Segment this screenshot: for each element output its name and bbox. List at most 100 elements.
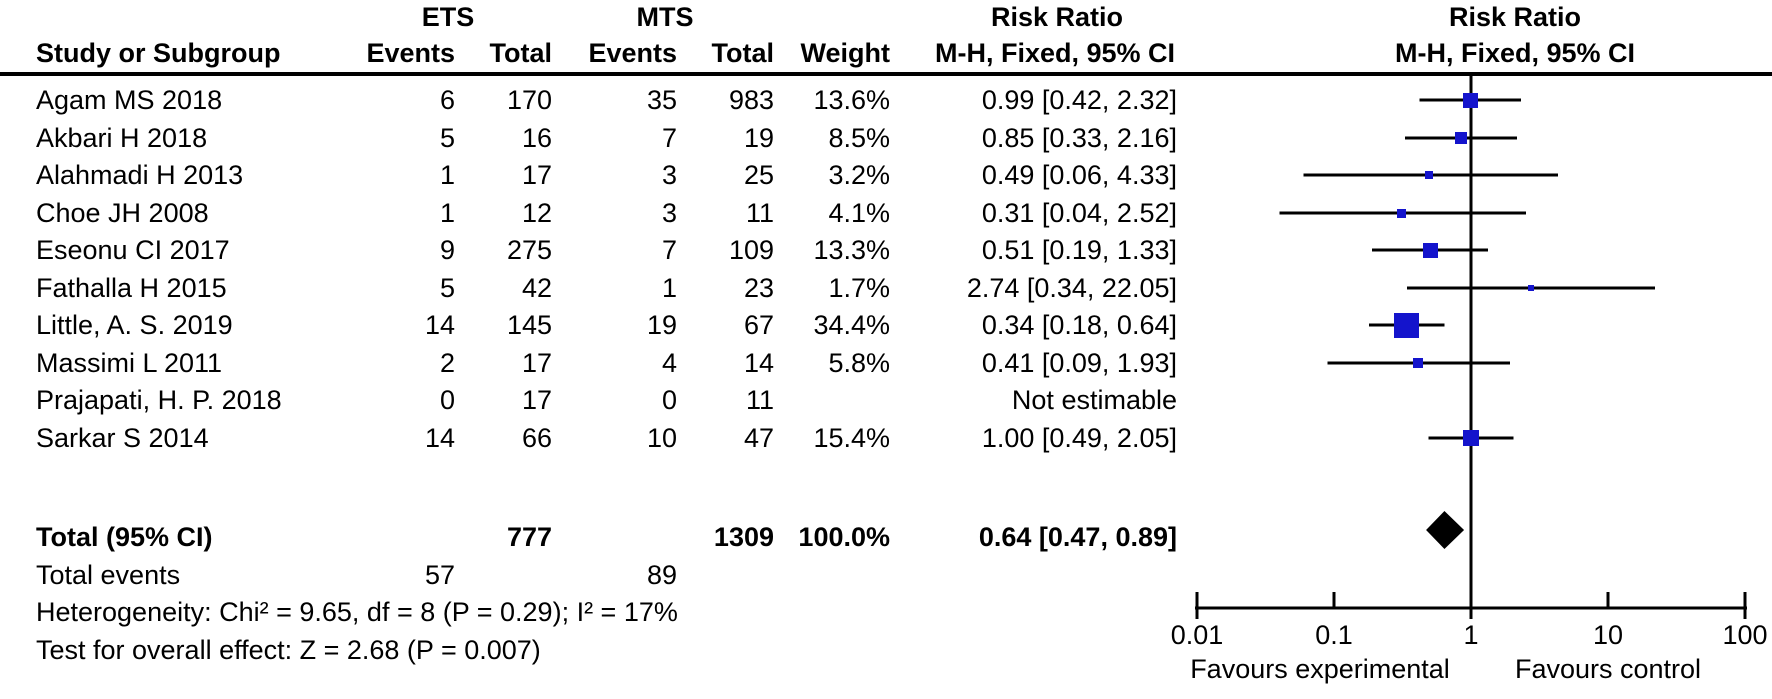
- overall-effect-text: Test for overall effect: Z = 2.68 (P = 0…: [36, 635, 541, 665]
- weight-value: 13.3%: [813, 235, 890, 265]
- effect-square: [1463, 430, 1479, 446]
- ets-events: 2: [439, 348, 455, 378]
- mts-total: 23: [743, 273, 774, 303]
- mts-events: 7: [661, 123, 677, 153]
- weight-value: 3.2%: [828, 160, 890, 190]
- ets-events: 1: [439, 198, 455, 228]
- effect-square: [1528, 285, 1534, 291]
- mts-total: 983: [728, 85, 774, 115]
- ets-events: 14: [424, 423, 455, 453]
- mts-events: 3: [661, 160, 677, 190]
- summary-diamond: [1426, 511, 1465, 549]
- study-name: Agam MS 2018: [36, 85, 223, 115]
- col-header-total1: Total: [489, 38, 553, 68]
- ets-total: 275: [506, 235, 552, 265]
- total-label: Total (95% CI): [36, 522, 213, 552]
- col-header-weight: Weight: [800, 38, 891, 68]
- axis-tick-label: 1: [1463, 620, 1479, 650]
- ci-value: 0.49 [0.06, 4.33]: [981, 160, 1177, 190]
- weight-value: 4.1%: [828, 198, 890, 228]
- effect-square: [1397, 209, 1406, 218]
- ets-total: 66: [521, 423, 552, 453]
- ci-value: 0.41 [0.09, 1.93]: [981, 348, 1177, 378]
- mts-events: 10: [646, 423, 677, 453]
- ets-total: 17: [521, 160, 552, 190]
- ci-value: 0.85 [0.33, 2.16]: [981, 123, 1177, 153]
- ets-events: 5: [439, 123, 455, 153]
- study-name: Little, A. S. 2019: [36, 310, 233, 340]
- col-header-total2: Total: [711, 38, 775, 68]
- effect-square: [1394, 313, 1419, 338]
- total-t2: 1309: [713, 522, 774, 552]
- mts-events: 3: [661, 198, 677, 228]
- effect-square: [1423, 243, 1438, 258]
- weight-value: 8.5%: [828, 123, 890, 153]
- ci-value: 1.00 [0.49, 2.05]: [981, 423, 1177, 453]
- weight-value: 1.7%: [828, 273, 890, 303]
- effect-square: [1455, 132, 1467, 144]
- ets-events: 0: [439, 385, 455, 415]
- study-name: Massimi L 2011: [36, 348, 223, 378]
- mts-events: 35: [646, 85, 677, 115]
- axis-tick-label: 100: [1722, 620, 1768, 650]
- ets-total: 42: [521, 273, 552, 303]
- axis-tick-label: 10: [1592, 620, 1624, 650]
- study-name: Fathalla H 2015: [36, 273, 227, 303]
- effect-square: [1413, 358, 1423, 368]
- mts-total: 25: [743, 160, 774, 190]
- axis-tick-label: 0.1: [1315, 620, 1353, 650]
- ci-value: 0.51 [0.19, 1.33]: [981, 235, 1177, 265]
- method-header-left: M-H, Fixed, 95% CI: [934, 38, 1176, 68]
- total-events-e2: 89: [646, 560, 677, 590]
- axis-tick-label: 0.01: [1170, 620, 1224, 650]
- ci-value: 0.34 [0.18, 0.64]: [981, 310, 1177, 340]
- mts-total: 11: [745, 198, 774, 228]
- weight-value: 15.4%: [813, 423, 890, 453]
- mts-events: 7: [661, 235, 677, 265]
- mts-events: 1: [661, 273, 677, 303]
- total-t1: 777: [506, 522, 552, 552]
- method-header-right: M-H, Fixed, 95% CI: [1394, 38, 1636, 68]
- col-header-events1: Events: [366, 38, 455, 68]
- effect-square: [1463, 93, 1478, 108]
- ci-value: 0.31 [0.04, 2.52]: [981, 198, 1177, 228]
- ets-total: 16: [521, 123, 552, 153]
- ci-value: Not estimable: [1011, 385, 1177, 415]
- ci-value: 0.99 [0.42, 2.32]: [981, 85, 1177, 115]
- group2-header: MTS: [636, 2, 694, 32]
- mts-total: 14: [743, 348, 774, 378]
- mts-events: 0: [661, 385, 677, 415]
- ets-total: 12: [521, 198, 552, 228]
- ets-total: 17: [521, 348, 552, 378]
- mts-total: 109: [728, 235, 774, 265]
- favours-left-label: Favours experimental: [1190, 654, 1450, 684]
- total-events-e1: 57: [424, 560, 455, 590]
- ets-total: 170: [506, 85, 552, 115]
- group1-header: ETS: [421, 2, 475, 32]
- mts-events: 4: [661, 348, 677, 378]
- effect-label-right: Risk Ratio: [1448, 2, 1582, 32]
- ets-events: 6: [439, 85, 455, 115]
- study-name: Alahmadi H 2013: [36, 160, 244, 190]
- ets-total: 17: [521, 385, 552, 415]
- ets-total: 145: [506, 310, 552, 340]
- total-weight: 100.0%: [798, 522, 890, 552]
- ets-events: 5: [439, 273, 455, 303]
- ets-events: 9: [439, 235, 455, 265]
- col-header-events2: Events: [588, 38, 677, 68]
- header-rule: [0, 72, 1772, 76]
- total-events-label: Total events: [36, 560, 181, 590]
- mts-total: 11: [745, 385, 774, 415]
- study-name: Choe JH 2008: [36, 198, 209, 228]
- heterogeneity-text: Heterogeneity: Chi² = 9.65, df = 8 (P = …: [36, 597, 678, 627]
- mts-events: 19: [646, 310, 677, 340]
- weight-value: 13.6%: [813, 85, 890, 115]
- effect-square: [1425, 171, 1433, 179]
- effect-label-left: Risk Ratio: [990, 2, 1124, 32]
- mts-total: 67: [743, 310, 774, 340]
- ets-events: 14: [424, 310, 455, 340]
- ets-events: 1: [439, 160, 455, 190]
- study-name: Sarkar S 2014: [36, 423, 209, 453]
